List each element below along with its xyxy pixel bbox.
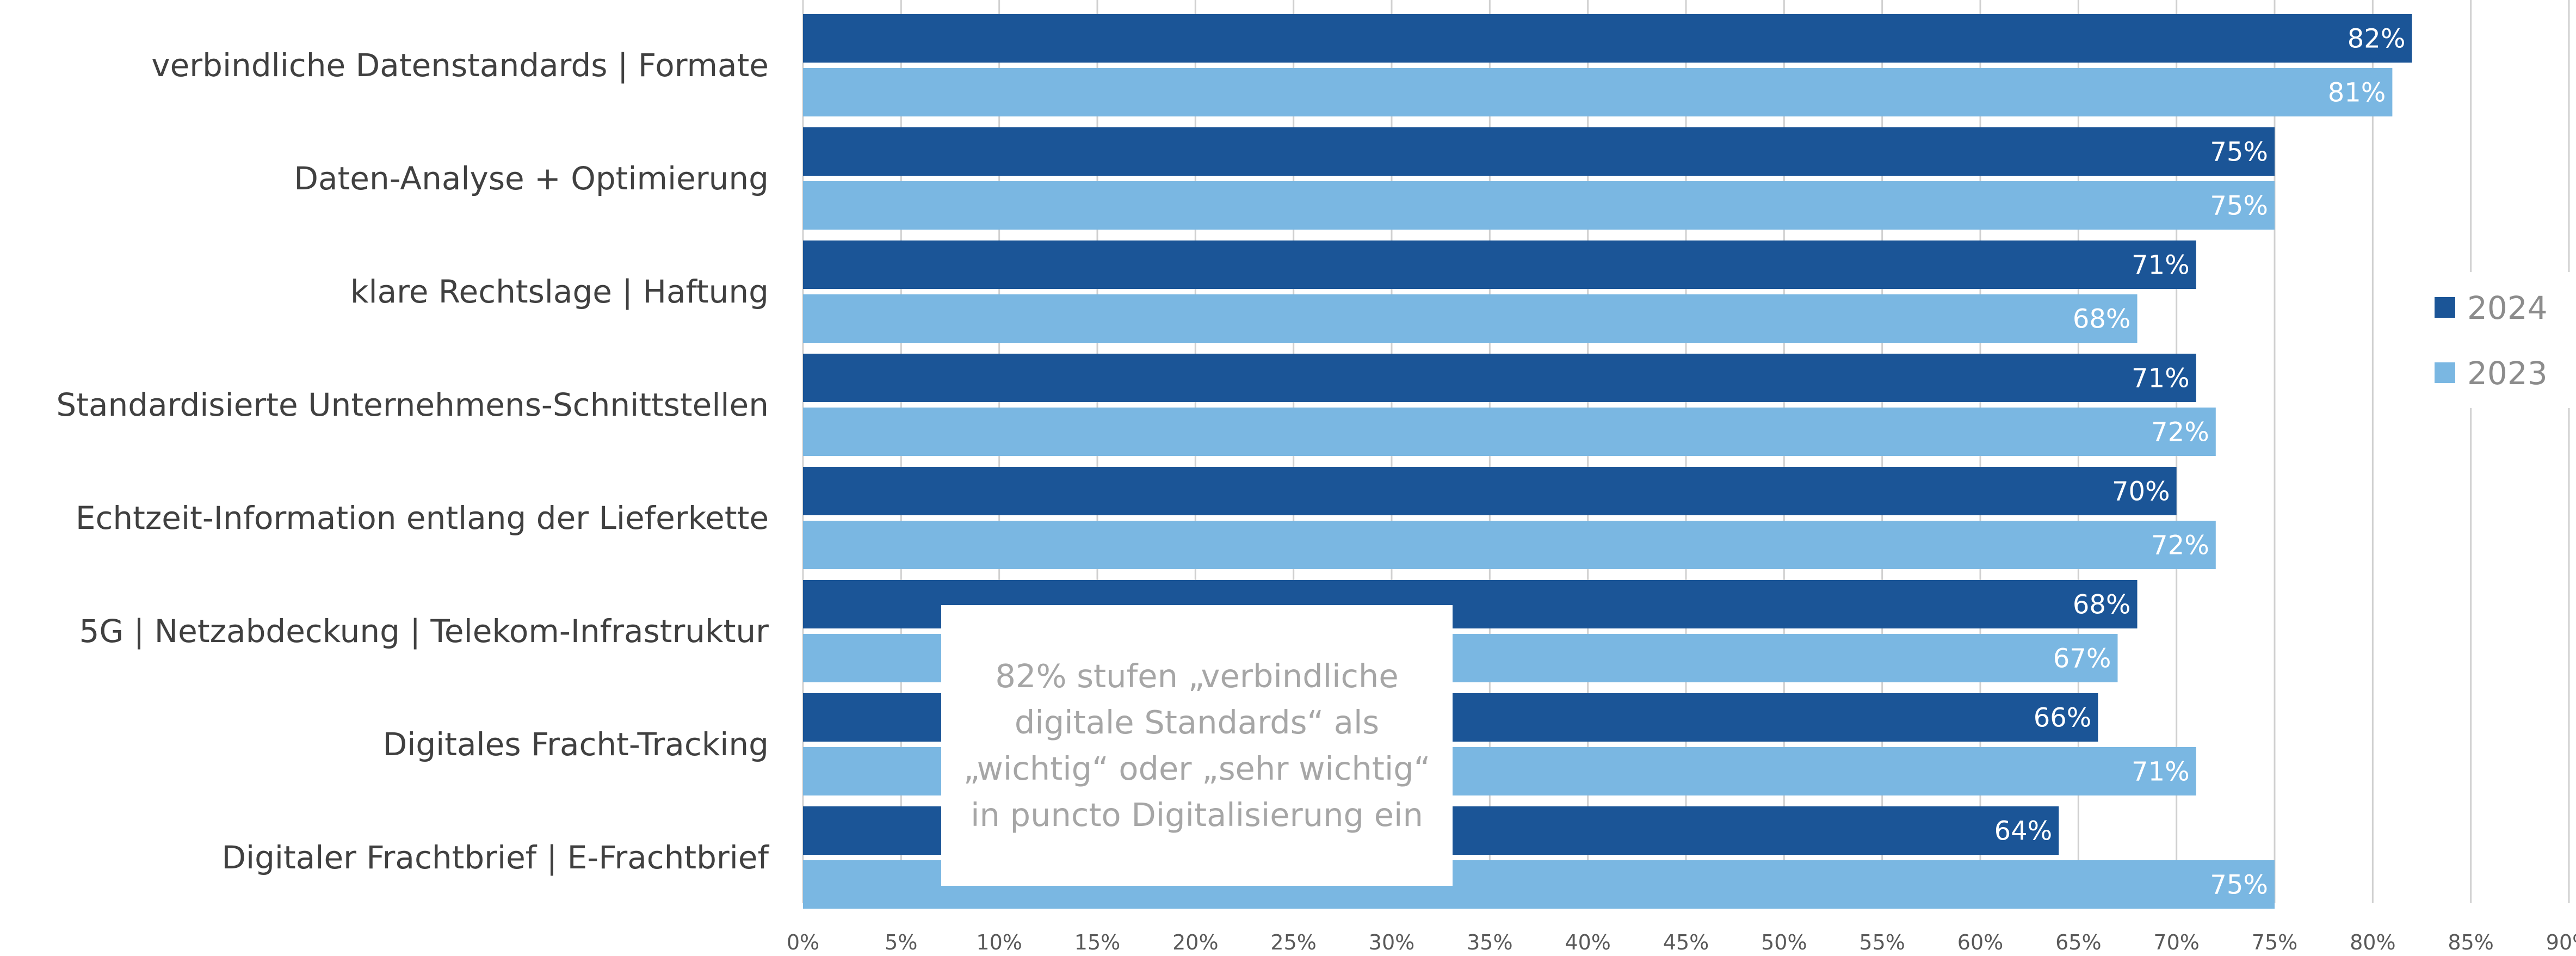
- data-label-2023: 71%: [2132, 757, 2190, 787]
- bar-2023: [803, 294, 2138, 343]
- data-label-2023: 75%: [2210, 870, 2268, 901]
- x-tick-label: 5%: [885, 930, 917, 954]
- data-label-2024: 68%: [2073, 590, 2131, 620]
- x-tick-label: 0%: [787, 930, 819, 954]
- bar-2024: [803, 127, 2275, 176]
- category-label: Standardisierte Unternehmens-Schnittstel…: [56, 386, 769, 423]
- category-label: verbindliche Datenstandards | Formate: [151, 47, 769, 84]
- category-labels: verbindliche Datenstandards | Formate Dat…: [56, 47, 769, 876]
- annotation-text: 82% stufen „verbindliche digitale Standa…: [963, 657, 1431, 834]
- legend-label-2024: 2024: [2467, 289, 2548, 326]
- x-tick-label: 75%: [2252, 930, 2297, 954]
- category-label: Echtzeit-Information entlang der Lieferk…: [76, 499, 769, 536]
- bar-2024: [803, 467, 2177, 515]
- legend-label-2023: 2023: [2467, 355, 2548, 392]
- x-tick-label: 50%: [1761, 930, 1807, 954]
- x-tick-label: 45%: [1663, 930, 1709, 954]
- x-tick-label: 55%: [1859, 930, 1905, 954]
- x-tick-label: 25%: [1270, 930, 1316, 954]
- legend: 2024 2023: [2424, 272, 2576, 408]
- data-label-2023: 68%: [2073, 304, 2131, 335]
- annotation-box: 82% stufen „verbindliche digitale Standa…: [941, 605, 1453, 886]
- category-label: Digitales Fracht-Tracking: [383, 726, 769, 763]
- x-tick-label: 90%: [2546, 930, 2576, 954]
- x-tick-label: 65%: [2055, 930, 2101, 954]
- legend-swatch-2023: [2435, 362, 2455, 383]
- bar-2023: [803, 181, 2275, 230]
- data-label-2024: 75%: [2210, 137, 2268, 168]
- category-label: 5G | Netzabdeckung | Telekom-Infrastrukt…: [79, 613, 769, 650]
- x-tick-label: 80%: [2350, 930, 2395, 954]
- data-label-2024: 71%: [2132, 363, 2190, 394]
- bar-2024: [803, 240, 2196, 289]
- x-tick-label: 60%: [1957, 930, 2003, 954]
- bar-2023: [803, 521, 2216, 569]
- data-label-2023: 81%: [2328, 78, 2386, 108]
- data-label-2024: 82%: [2348, 24, 2406, 54]
- x-tick-label: 40%: [1565, 930, 1610, 954]
- legend-swatch-2024: [2435, 297, 2455, 318]
- bar-2024: [803, 14, 2412, 63]
- x-tick-label: 85%: [2448, 930, 2493, 954]
- category-label: Digitaler Frachtbrief | E-Frachtbrief: [221, 839, 769, 876]
- category-label: Daten-Analyse + Optimierung: [294, 160, 769, 197]
- data-label-2024: 66%: [2034, 703, 2092, 733]
- data-label-2024: 70%: [2112, 477, 2170, 507]
- x-axis-tick-labels: 0% 5% 10% 15% 20% 25% 30% 35% 40% 45% 50% 55% 60% 65%…: [787, 930, 2576, 954]
- legend-background: [2424, 272, 2576, 408]
- data-label-2023: 72%: [2151, 417, 2209, 448]
- x-tick-label: 70%: [2153, 930, 2199, 954]
- data-label-2024: 64%: [1994, 816, 2053, 847]
- data-label-2023: 67%: [2053, 644, 2111, 674]
- bar-2023: [803, 68, 2393, 116]
- data-label-2023: 72%: [2151, 531, 2209, 561]
- x-tick-label: 30%: [1369, 930, 1414, 954]
- x-tick-label: 10%: [976, 930, 1022, 954]
- bar-2024: [803, 354, 2196, 402]
- x-tick-label: 15%: [1074, 930, 1120, 954]
- category-label: klare Rechtslage | Haftung: [350, 273, 769, 310]
- data-label-2024: 71%: [2132, 250, 2190, 281]
- x-tick-label: 20%: [1172, 930, 1218, 954]
- x-tick-label: 35%: [1467, 930, 1512, 954]
- data-label-2023: 75%: [2210, 191, 2268, 221]
- bar-2023: [803, 408, 2216, 456]
